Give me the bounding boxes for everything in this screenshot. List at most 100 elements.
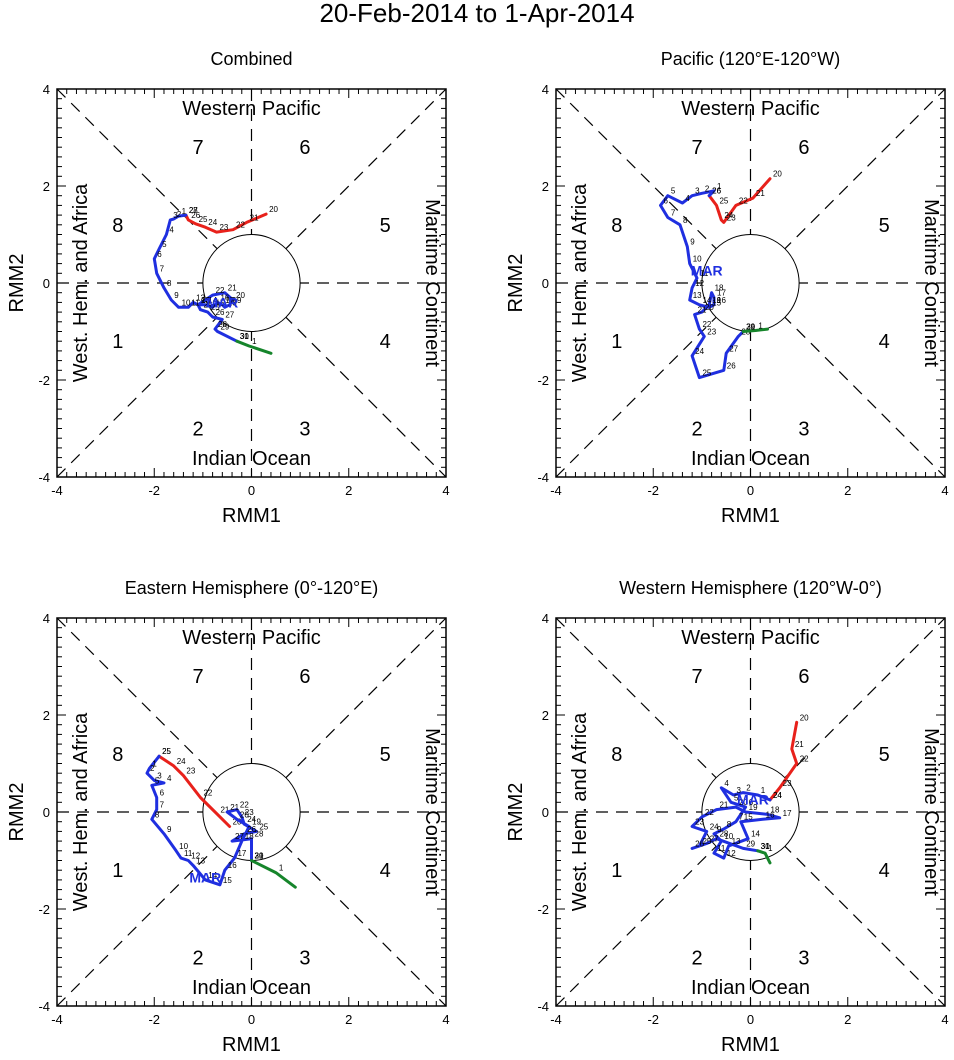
phase-label-6: 6 bbox=[798, 666, 809, 688]
phase-label-7: 7 bbox=[192, 137, 203, 159]
day-label: 14 bbox=[702, 296, 711, 305]
day-label: 21 bbox=[250, 213, 259, 222]
phase-label-5: 5 bbox=[380, 215, 391, 237]
panel-title: Pacific (120°E-120°W) bbox=[661, 49, 840, 69]
phase-label-7: 7 bbox=[192, 666, 203, 688]
day-label: 26 bbox=[712, 187, 721, 196]
phase-label-6: 6 bbox=[798, 137, 809, 159]
phase-label-6: 6 bbox=[299, 137, 310, 159]
x-tick-label: 0 bbox=[747, 1012, 754, 1027]
panel-2: Pacific (120°E-120°W)-4-4-2-2002244RMM1R… bbox=[505, 49, 949, 527]
day-label: 14 bbox=[751, 830, 760, 839]
day-label: 24 bbox=[710, 822, 719, 831]
day-label: 7 bbox=[160, 264, 165, 273]
x-tick-label: 2 bbox=[345, 1012, 352, 1027]
day-label: 19 bbox=[749, 803, 758, 812]
day-label: 25 bbox=[702, 369, 711, 378]
day-label: 25 bbox=[702, 837, 711, 846]
region-label-bottom: Indian Ocean bbox=[691, 977, 810, 999]
phase-label-2: 2 bbox=[192, 419, 203, 441]
y-tick-label: 4 bbox=[43, 82, 50, 97]
day-label: 20 bbox=[705, 303, 714, 312]
day-label: 20 bbox=[739, 798, 748, 807]
day-label: 24 bbox=[724, 211, 733, 220]
region-label-bottom: Indian Ocean bbox=[192, 977, 311, 999]
day-label: 30 bbox=[761, 842, 770, 851]
day-label: 7 bbox=[739, 813, 744, 822]
day-label: 20 bbox=[773, 170, 782, 179]
day-label: 17 bbox=[225, 296, 234, 305]
day-label: 1 bbox=[761, 786, 766, 795]
y-axis-label: RMM2 bbox=[505, 783, 527, 842]
day-label: 13 bbox=[732, 837, 741, 846]
day-label: 23 bbox=[245, 808, 254, 817]
day-label: 19 bbox=[252, 818, 261, 827]
region-label-bottom: Indian Ocean bbox=[691, 448, 810, 470]
day-label: 2 bbox=[177, 210, 182, 219]
day-label: 8 bbox=[155, 810, 160, 819]
day-label: 29 bbox=[746, 323, 755, 332]
x-tick-label: 4 bbox=[442, 1012, 449, 1027]
day-label: 19 bbox=[233, 296, 242, 305]
day-label: 17 bbox=[717, 289, 726, 298]
figure-title: 20-Feb-2014 to 1-Apr-2014 bbox=[319, 0, 634, 28]
day-label: 5 bbox=[734, 793, 739, 802]
month-label: MAR bbox=[206, 294, 238, 310]
region-label-top: Western Pacific bbox=[182, 627, 321, 649]
x-tick-label: 2 bbox=[844, 483, 851, 498]
series-april-line bbox=[250, 859, 297, 889]
day-label: 21 bbox=[719, 801, 728, 810]
day-label: 6 bbox=[749, 798, 754, 807]
y-tick-label: 0 bbox=[43, 276, 50, 291]
day-label: 24 bbox=[177, 757, 186, 766]
day-label: 12 bbox=[727, 849, 736, 858]
region-label-right: Maritime Continent bbox=[421, 728, 443, 896]
day-label: 8 bbox=[727, 820, 732, 829]
phase-label-7: 7 bbox=[691, 137, 702, 159]
day-label: 10 bbox=[182, 298, 191, 307]
day-label: 22 bbox=[800, 755, 809, 764]
day-label: 12 bbox=[191, 852, 200, 861]
panel-3: Eastern Hemisphere (0°-120°E) -4-4 -2 -2 0 0 2… bbox=[6, 578, 450, 1056]
day-label: 16 bbox=[766, 810, 775, 819]
day-label: 20 bbox=[240, 810, 249, 819]
phase-label-7: 7 bbox=[691, 666, 702, 688]
phase-label-3: 3 bbox=[798, 948, 809, 970]
day-label: 25 bbox=[719, 196, 728, 205]
y-tick-label: -2 bbox=[38, 373, 50, 388]
day-label: 31 bbox=[746, 323, 755, 332]
day-label: 23 bbox=[783, 779, 792, 788]
day-label: 22 bbox=[240, 801, 249, 810]
day-label: 21 bbox=[228, 284, 237, 293]
phase-label-4: 4 bbox=[879, 331, 890, 353]
day-label: 21 bbox=[698, 306, 707, 315]
phase-label-5: 5 bbox=[879, 744, 890, 766]
day-label: 26 bbox=[191, 211, 200, 220]
day-label: 23 bbox=[727, 213, 736, 222]
day-label: 24 bbox=[695, 347, 704, 356]
day-label: 2 bbox=[746, 784, 751, 793]
day-label: 13 bbox=[196, 856, 205, 865]
day-label: 8 bbox=[683, 216, 688, 225]
day-label: 5 bbox=[162, 240, 167, 249]
day-label: 12 bbox=[695, 279, 704, 288]
series-april-line bbox=[756, 849, 772, 865]
month-label: MAR bbox=[737, 792, 769, 808]
day-label: 20 bbox=[269, 205, 278, 214]
y-tick-label: -2 bbox=[38, 902, 50, 917]
phase-label-3: 3 bbox=[299, 419, 310, 441]
day-label: 30 bbox=[255, 852, 264, 861]
series-february-line bbox=[707, 177, 772, 224]
x-tick-label: 2 bbox=[345, 483, 352, 498]
day-label: 17 bbox=[783, 809, 792, 818]
series-march-line bbox=[152, 213, 239, 343]
day-label: 3 bbox=[736, 786, 741, 795]
day-label: 1 bbox=[252, 337, 257, 346]
day-label: 11 bbox=[191, 298, 200, 307]
y-tick-label: -4 bbox=[537, 999, 549, 1014]
day-label: 15 bbox=[223, 876, 232, 885]
phase-label-2: 2 bbox=[691, 948, 702, 970]
region-label-top: Western Pacific bbox=[681, 98, 820, 120]
x-tick-label: 0 bbox=[747, 483, 754, 498]
